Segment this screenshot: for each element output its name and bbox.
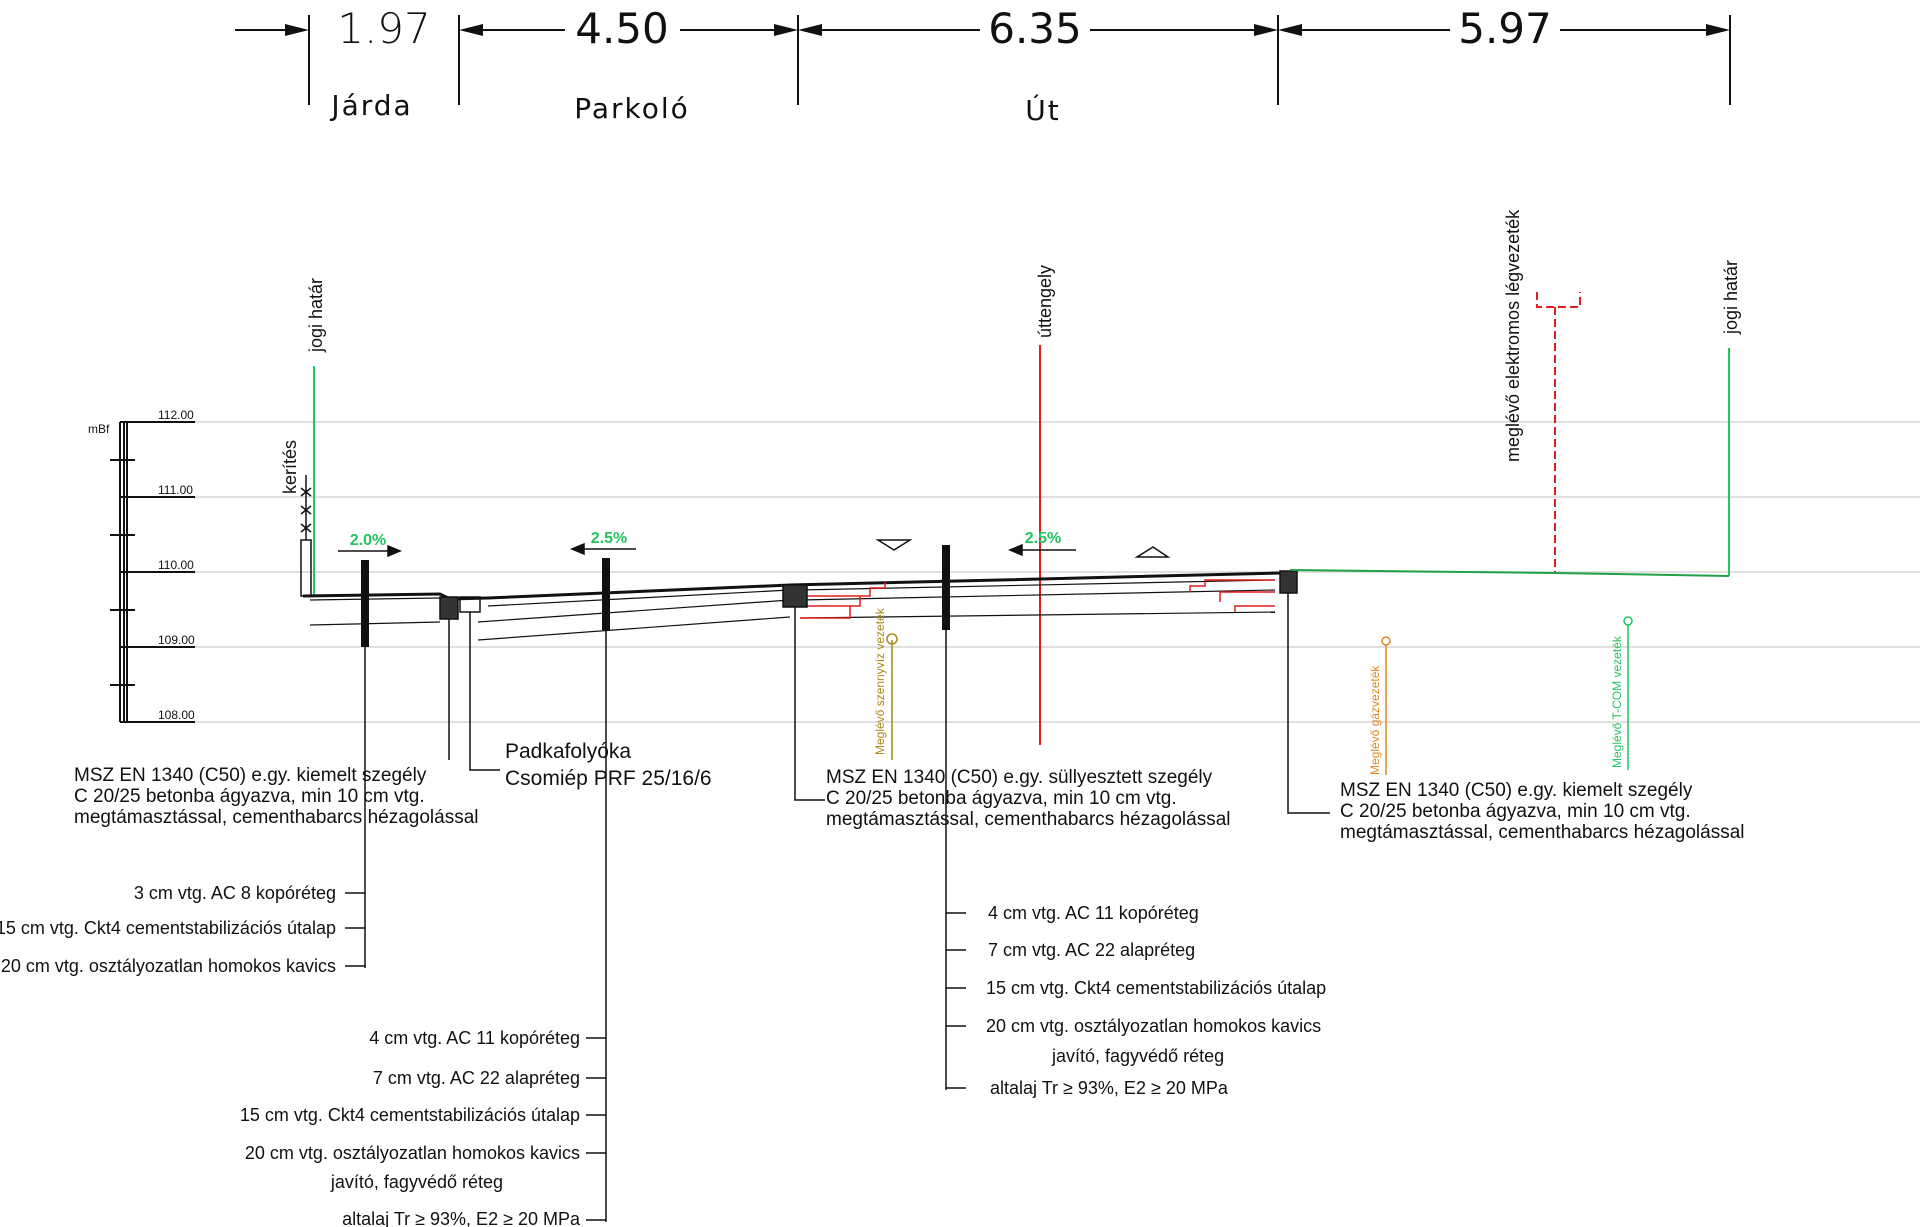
jogi-hatar-left-label: jogi határ [306,278,326,353]
utility-szennyviz-label: Meglévő szennyvíz vezeték [873,607,887,755]
layers-road: 4 cm vtg. AC 11 kopóréteg 7 cm vtg. AC 2… [986,903,1326,1098]
slope-jarda: 2.0% [350,532,386,549]
fence-symbol [300,475,312,540]
utility-gaz-label: Meglévő gázvezeték [1368,665,1382,775]
utility-gaz-marker [1381,636,1391,646]
curb-left [439,596,459,620]
level-marker-left [875,539,913,551]
dimension-arrows [285,24,1730,36]
callout-curb-right-line2: C 20/25 betonba ágyazva, min 10 cm vtg. [1340,801,1691,822]
zone-label-jarda: Járda [329,89,412,122]
layer-sidewalk-3: 20 cm vtg. osztályozatlan homokos kavics [1,956,336,976]
scale-tick-108: 108.00 [158,708,195,722]
callout-gutter-line1: Padkafolyóka [505,740,631,763]
slope-ut: 2.5% [1025,530,1061,547]
callout-curb-mid-line3: megtámasztással, cementhabarcs hézagolás… [826,809,1230,830]
callout-curb-left: MSZ EN 1340 (C50) e.gy. kiemelt szegély … [74,765,478,828]
legvezetek-pole [1536,292,1581,573]
layer-parking-6: altalaj Tr ≥ 93%, E2 ≥ 20 MPa [342,1209,581,1227]
callout-curb-right-line1: MSZ EN 1340 (C50) e.gy. kiemelt szegély [1340,780,1693,801]
elevation-scale [110,421,195,723]
layer-parking-3: 15 cm vtg. Ckt4 cementstabilizációs útal… [240,1105,580,1125]
layer-parking-2: 7 cm vtg. AC 22 alapréteg [373,1068,580,1088]
leader-lines [345,593,1330,1222]
layer-road-3: 15 cm vtg. Ckt4 cementstabilizációs útal… [986,978,1326,998]
curb-right [1279,570,1298,594]
elevation-grid [120,421,1920,723]
layer-parking-1: 4 cm vtg. AC 11 kopóréteg [369,1028,580,1048]
legvezetek-label: meglévő elektromos légvezeték [1503,209,1523,462]
zone-label-parkolo: Parkoló [574,92,690,125]
callout-curb-right-line3: megtámasztással, cementhabarcs hézagolás… [1340,822,1744,843]
callout-curb-mid-line1: MSZ EN 1340 (C50) e.gy. süllyesztett sze… [826,767,1213,788]
dimension-right: 5.97 [1458,4,1552,53]
layers-sidewalk: 3 cm vtg. AC 8 kopóréteg 15 cm vtg. Ckt4… [0,883,336,976]
callout-gutter: Padkafolyóka Csomiép PRF 25/16/6 [505,740,712,790]
pavement-structure [300,539,1281,641]
utility-tcom-marker [1623,616,1633,626]
scale-tick-111: 111.00 [158,483,193,497]
callout-curb-mid: MSZ EN 1340 (C50) e.gy. süllyesztett sze… [826,767,1230,830]
utility-tcom-label: Meglévő T-COM vezeték [1610,635,1624,768]
section-markers [361,545,950,647]
slope-parkolo: 2.5% [591,530,627,547]
callout-curb-mid-line2: C 20/25 betonba ágyazva, min 10 cm vtg. [826,788,1177,809]
layer-parking-5: javító, fagyvédő réteg [330,1172,503,1192]
layer-road-1: 4 cm vtg. AC 11 kopóréteg [988,903,1199,923]
layer-road-5: javító, fagyvédő réteg [1051,1046,1224,1066]
callout-curb-left-line2: C 20/25 betonba ágyazva, min 10 cm vtg. [74,786,425,807]
callout-curb-left-line3: megtámasztással, cementhabarcs hézagolás… [74,807,478,828]
layer-sidewalk-1: 3 cm vtg. AC 8 kopóréteg [134,883,336,903]
kerites-label: kerítés [280,440,300,494]
scale-tick-109: 109.00 [158,633,195,647]
layer-sidewalk-2: 15 cm vtg. Ckt4 cementstabilizációs útal… [0,918,336,938]
utility-szennyviz-marker [886,633,898,645]
callout-curb-left-line1: MSZ EN 1340 (C50) e.gy. kiemelt szegély [74,765,427,786]
terrain-line [1289,569,1730,577]
road-layers-red [800,579,1275,619]
uttengely-label: úttengely [1035,265,1055,338]
zone-label-ut: Út [1025,93,1060,127]
dimension-jarda: 1.97 [337,4,431,53]
callout-curb-right: MSZ EN 1340 (C50) e.gy. kiemelt szegély … [1340,780,1744,843]
scale-tick-112: 112.00 [158,408,194,422]
scale-tick-110: 110.00 [158,558,194,572]
scale-unit: mBf [88,422,110,436]
curb-mid [782,584,808,608]
level-marker-right [1134,546,1171,558]
dimension-ut: 6.35 [988,4,1082,53]
layer-road-4: 20 cm vtg. osztályozatlan homokos kavics [986,1016,1321,1036]
slope-arrows [338,542,1076,558]
jogi-hatar-right-label: jogi határ [1721,260,1741,335]
layer-parking-4: 20 cm vtg. osztályozatlan homokos kavics [245,1143,580,1163]
layers-parking: 4 cm vtg. AC 11 kopóréteg 7 cm vtg. AC 2… [240,1028,581,1227]
dimension-parkolo: 4.50 [575,4,669,53]
callout-gutter-line2: Csomiép PRF 25/16/6 [505,767,712,790]
layer-road-2: 7 cm vtg. AC 22 alapréteg [988,940,1195,960]
layer-road-6: altalaj Tr ≥ 93%, E2 ≥ 20 MPa [990,1078,1229,1098]
